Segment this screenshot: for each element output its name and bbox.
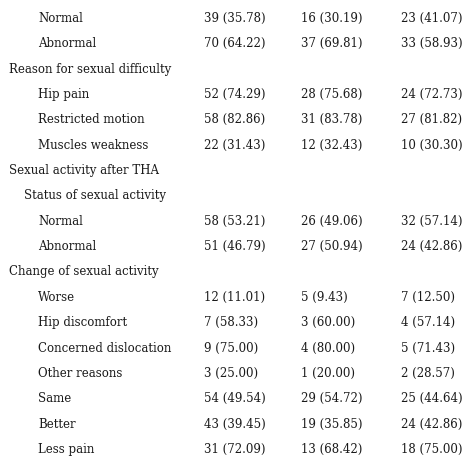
Text: 16 (30.19): 16 (30.19) bbox=[301, 12, 363, 25]
Text: Less pain: Less pain bbox=[38, 443, 94, 456]
Text: Muscles weakness: Muscles weakness bbox=[38, 138, 148, 152]
Text: Hip discomfort: Hip discomfort bbox=[38, 316, 127, 329]
Text: Worse: Worse bbox=[38, 291, 75, 304]
Text: Change of sexual activity: Change of sexual activity bbox=[9, 265, 159, 278]
Text: Same: Same bbox=[38, 392, 71, 405]
Text: 5 (9.43): 5 (9.43) bbox=[301, 291, 348, 304]
Text: 27 (50.94): 27 (50.94) bbox=[301, 240, 363, 253]
Text: 23 (41.07): 23 (41.07) bbox=[401, 12, 462, 25]
Text: 24 (42.86): 24 (42.86) bbox=[401, 240, 462, 253]
Text: 31 (83.78): 31 (83.78) bbox=[301, 113, 362, 126]
Text: 39 (35.78): 39 (35.78) bbox=[204, 12, 265, 25]
Text: 58 (53.21): 58 (53.21) bbox=[204, 215, 265, 228]
Text: Normal: Normal bbox=[38, 215, 83, 228]
Text: 26 (49.06): 26 (49.06) bbox=[301, 215, 363, 228]
Text: 32 (57.14): 32 (57.14) bbox=[401, 215, 462, 228]
Text: 10 (30.30): 10 (30.30) bbox=[401, 138, 462, 152]
Text: 37 (69.81): 37 (69.81) bbox=[301, 37, 363, 50]
Text: 52 (74.29): 52 (74.29) bbox=[204, 88, 265, 101]
Text: Reason for sexual difficulty: Reason for sexual difficulty bbox=[9, 63, 172, 75]
Text: Other reasons: Other reasons bbox=[38, 367, 122, 380]
Text: 12 (32.43): 12 (32.43) bbox=[301, 138, 362, 152]
Text: 24 (72.73): 24 (72.73) bbox=[401, 88, 462, 101]
Text: 5 (71.43): 5 (71.43) bbox=[401, 342, 455, 355]
Text: Hip pain: Hip pain bbox=[38, 88, 89, 101]
Text: 33 (58.93): 33 (58.93) bbox=[401, 37, 462, 50]
Text: 54 (49.54): 54 (49.54) bbox=[204, 392, 265, 405]
Text: 12 (11.01): 12 (11.01) bbox=[204, 291, 265, 304]
Text: Normal: Normal bbox=[38, 12, 83, 25]
Text: Better: Better bbox=[38, 418, 75, 430]
Text: 70 (64.22): 70 (64.22) bbox=[204, 37, 265, 50]
Text: 1 (20.00): 1 (20.00) bbox=[301, 367, 355, 380]
Text: 3 (60.00): 3 (60.00) bbox=[301, 316, 355, 329]
Text: 18 (75.00): 18 (75.00) bbox=[401, 443, 462, 456]
Text: 19 (35.85): 19 (35.85) bbox=[301, 418, 363, 430]
Text: Concerned dislocation: Concerned dislocation bbox=[38, 342, 171, 355]
Text: 2 (28.57): 2 (28.57) bbox=[401, 367, 455, 380]
Text: 22 (31.43): 22 (31.43) bbox=[204, 138, 265, 152]
Text: 7 (12.50): 7 (12.50) bbox=[401, 291, 455, 304]
Text: Sexual activity after THA: Sexual activity after THA bbox=[9, 164, 159, 177]
Text: Restricted motion: Restricted motion bbox=[38, 113, 145, 126]
Text: 24 (42.86): 24 (42.86) bbox=[401, 418, 462, 430]
Text: 28 (75.68): 28 (75.68) bbox=[301, 88, 362, 101]
Text: 51 (46.79): 51 (46.79) bbox=[204, 240, 265, 253]
Text: 4 (57.14): 4 (57.14) bbox=[401, 316, 455, 329]
Text: 13 (68.42): 13 (68.42) bbox=[301, 443, 362, 456]
Text: Status of sexual activity: Status of sexual activity bbox=[24, 190, 166, 202]
Text: 3 (25.00): 3 (25.00) bbox=[204, 367, 258, 380]
Text: 31 (72.09): 31 (72.09) bbox=[204, 443, 265, 456]
Text: 7 (58.33): 7 (58.33) bbox=[204, 316, 258, 329]
Text: Abnormal: Abnormal bbox=[38, 37, 96, 50]
Text: 9 (75.00): 9 (75.00) bbox=[204, 342, 258, 355]
Text: 43 (39.45): 43 (39.45) bbox=[204, 418, 265, 430]
Text: 4 (80.00): 4 (80.00) bbox=[301, 342, 355, 355]
Text: 58 (82.86): 58 (82.86) bbox=[204, 113, 265, 126]
Text: 29 (54.72): 29 (54.72) bbox=[301, 392, 363, 405]
Text: Abnormal: Abnormal bbox=[38, 240, 96, 253]
Text: 25 (44.64): 25 (44.64) bbox=[401, 392, 462, 405]
Text: 27 (81.82): 27 (81.82) bbox=[401, 113, 462, 126]
